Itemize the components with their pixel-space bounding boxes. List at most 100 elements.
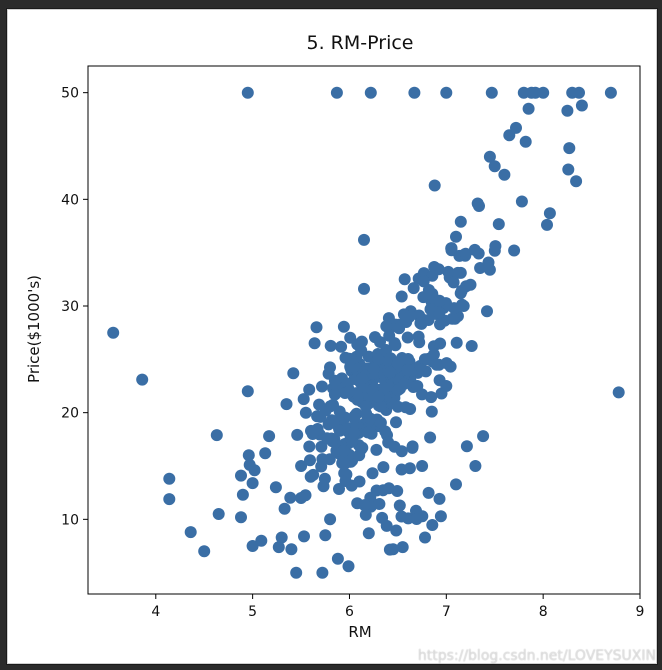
data-point xyxy=(399,401,412,414)
data-point xyxy=(184,526,197,539)
data-point xyxy=(481,305,493,318)
data-point xyxy=(390,416,402,429)
data-point xyxy=(398,273,411,286)
data-point xyxy=(446,312,459,325)
plot-area xyxy=(87,65,641,595)
data-point xyxy=(422,486,435,499)
data-point xyxy=(519,135,532,148)
data-point xyxy=(392,384,405,396)
data-point xyxy=(488,160,501,173)
data-point xyxy=(284,491,297,504)
data-point xyxy=(348,426,360,439)
data-point xyxy=(473,200,485,212)
data-point xyxy=(440,86,453,99)
data-point xyxy=(324,339,337,352)
data-point xyxy=(308,337,321,350)
data-point xyxy=(235,511,247,524)
data-point xyxy=(469,460,482,472)
scatter-chart: 5. RM-Price 4 5 6 7 8 9 10 20 30 40 50 RM Price($… xyxy=(25,32,644,641)
data-point xyxy=(333,483,345,495)
data-point xyxy=(522,102,535,115)
data-point xyxy=(485,86,498,99)
data-point xyxy=(457,300,470,312)
data-point xyxy=(280,398,293,411)
data-point xyxy=(235,469,247,482)
data-point xyxy=(136,373,149,386)
data-point xyxy=(198,545,211,558)
data-point xyxy=(401,364,414,376)
data-point xyxy=(348,412,361,424)
data-point xyxy=(339,475,352,487)
data-point xyxy=(212,508,225,520)
data-point xyxy=(451,266,464,279)
data-point xyxy=(372,353,385,366)
data-point xyxy=(306,428,319,440)
data-point xyxy=(328,388,341,401)
data-point xyxy=(330,86,343,99)
data-point xyxy=(373,498,386,510)
data-point xyxy=(319,529,332,542)
data-point xyxy=(382,482,395,495)
data-point xyxy=(290,566,303,579)
data-point xyxy=(259,447,272,460)
data-point xyxy=(343,385,356,398)
data-point xyxy=(353,449,366,462)
data-point xyxy=(345,353,358,366)
data-point xyxy=(358,282,370,295)
data-point xyxy=(425,391,438,404)
x-tick-label: 5 xyxy=(248,604,257,620)
y-tick-label: 30 xyxy=(61,299,79,315)
data-point xyxy=(291,428,304,441)
data-point xyxy=(424,431,437,444)
data-point xyxy=(433,492,446,505)
data-point xyxy=(382,436,395,449)
data-point xyxy=(321,432,333,445)
data-point xyxy=(442,265,455,278)
figure-window: 5. RM-Price 4 5 6 7 8 9 10 20 30 40 50 RM Price($… xyxy=(6,8,658,665)
data-point xyxy=(328,374,341,387)
data-point xyxy=(408,86,421,99)
x-tick-label: 8 xyxy=(539,604,548,620)
data-point xyxy=(604,86,617,99)
data-point xyxy=(362,527,375,540)
data-point xyxy=(537,86,550,99)
data-point xyxy=(310,321,323,334)
data-point xyxy=(287,367,300,380)
data-point xyxy=(420,353,433,366)
points-layer xyxy=(107,86,625,579)
data-point xyxy=(460,440,473,453)
data-point xyxy=(450,336,463,349)
data-point xyxy=(413,336,426,349)
data-point xyxy=(440,357,453,370)
watermark: https://blog.csdn.net/LOVEYSUXIN xyxy=(417,648,656,664)
data-point xyxy=(304,470,317,483)
data-point xyxy=(562,163,575,176)
data-point xyxy=(459,247,472,260)
data-point xyxy=(573,86,585,99)
data-point xyxy=(387,543,400,556)
data-point xyxy=(299,406,312,419)
data-point xyxy=(324,513,337,526)
data-point xyxy=(315,440,328,453)
data-point xyxy=(242,449,255,462)
data-point xyxy=(366,467,379,480)
data-point xyxy=(570,175,583,188)
data-point xyxy=(510,121,522,134)
data-point xyxy=(426,269,439,282)
data-point xyxy=(492,218,505,231)
data-point xyxy=(374,336,386,348)
data-point xyxy=(304,454,316,467)
data-point xyxy=(246,477,259,490)
data-point xyxy=(515,195,528,208)
data-point xyxy=(356,372,369,385)
data-point xyxy=(388,337,401,350)
data-point xyxy=(364,86,377,99)
data-point xyxy=(465,340,478,352)
data-point xyxy=(416,460,429,472)
data-point xyxy=(410,513,423,525)
data-point xyxy=(327,416,340,429)
data-point xyxy=(331,552,344,565)
data-point xyxy=(434,510,447,523)
data-point xyxy=(367,362,380,375)
data-point xyxy=(447,276,460,289)
